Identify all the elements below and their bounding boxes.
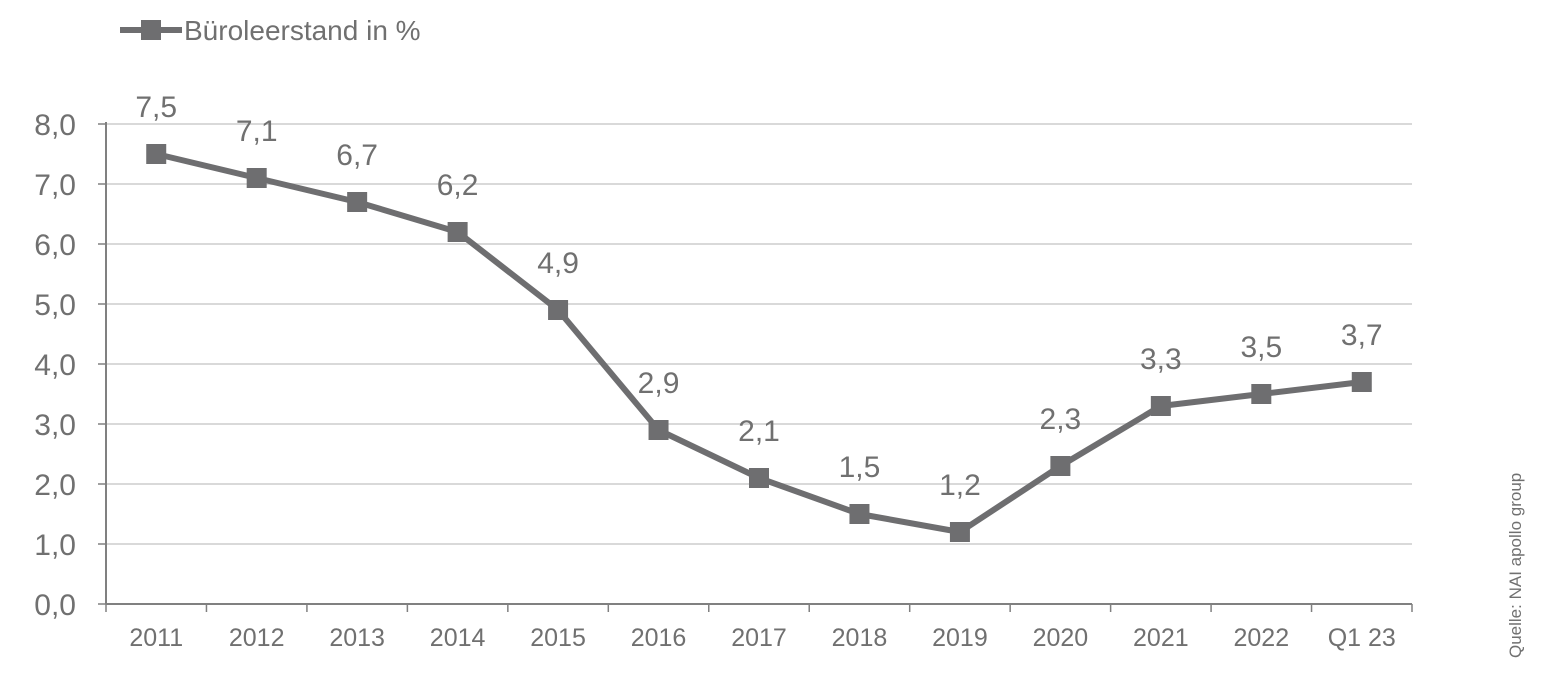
x-tick-label-2022: 2022 bbox=[1233, 624, 1289, 652]
x-tick-label-2014: 2014 bbox=[430, 624, 486, 652]
data-label-2019: 1,2 bbox=[939, 469, 981, 502]
legend: Büroleerstand in % bbox=[120, 15, 421, 46]
data-point-q1-23 bbox=[1351, 372, 1372, 392]
data-point-2012 bbox=[246, 168, 267, 188]
source-note: Quelle: NAI apollo group bbox=[1506, 473, 1525, 658]
y-tick-label-7-0: 7,0 bbox=[34, 169, 76, 202]
x-tick-label-2011: 2011 bbox=[129, 624, 183, 652]
y-tick-label-3-0: 3,0 bbox=[34, 409, 76, 442]
x-tick-label-2018: 2018 bbox=[832, 624, 888, 652]
x-tick-label-q1-23: Q1 23 bbox=[1328, 624, 1396, 652]
data-point-2013 bbox=[347, 192, 368, 212]
x-tick-label-2016: 2016 bbox=[631, 624, 687, 652]
y-tick-label-8-0: 8,0 bbox=[34, 109, 76, 142]
data-label-2016: 2,9 bbox=[638, 367, 680, 400]
data-label-2018: 1,5 bbox=[839, 451, 881, 484]
data-label-2022: 3,5 bbox=[1240, 331, 1282, 364]
x-axis: 2011 2012 2013 2014 2015 2016 2017 2018 2019 2020… bbox=[105, 603, 1413, 652]
data-label-2020: 2,3 bbox=[1040, 403, 1082, 436]
x-tick-label-2019: 2019 bbox=[932, 624, 988, 652]
x-tick-label-2021: 2021 bbox=[1133, 624, 1189, 652]
data-point-2011 bbox=[146, 144, 167, 164]
y-tick-label-6-0: 6,0 bbox=[34, 229, 76, 262]
data-label-2011: 7,5 bbox=[135, 91, 177, 124]
x-tick-label-2012: 2012 bbox=[229, 624, 285, 652]
data-label-2013: 6,7 bbox=[336, 139, 378, 172]
y-axis: 0,0 1,0 2,0 3,0 4,0 5,0 6,0 7,0 8,0 bbox=[34, 109, 107, 622]
legend-label: Büroleerstand in % bbox=[184, 15, 421, 46]
x-tick-label-2020: 2020 bbox=[1033, 624, 1089, 652]
data-label-2021: 3,3 bbox=[1140, 343, 1182, 376]
data-point-2020 bbox=[1050, 456, 1071, 476]
x-tick-label-2013: 2013 bbox=[329, 624, 385, 652]
data-point-2014 bbox=[447, 222, 468, 242]
y-tick-label-2-0: 2,0 bbox=[34, 469, 76, 502]
y-tick-label-4-0: 4,0 bbox=[34, 349, 76, 382]
y-tick-label-5-0: 5,0 bbox=[34, 289, 76, 322]
y-tick-label-1-0: 1,0 bbox=[34, 529, 76, 562]
data-point-2016 bbox=[648, 420, 669, 440]
data-label-q1-23: 3,7 bbox=[1341, 319, 1383, 352]
data-point-2022 bbox=[1251, 384, 1272, 404]
data-point-2018 bbox=[849, 504, 870, 524]
x-tick-label-2017: 2017 bbox=[731, 624, 787, 652]
data-label-2017: 2,1 bbox=[738, 415, 780, 448]
gridlines bbox=[106, 123, 1412, 545]
data-point-2015 bbox=[548, 300, 569, 320]
data-point-2017 bbox=[749, 468, 769, 488]
series-bueroleerstand bbox=[146, 144, 1372, 542]
y-tick-label-0-0: 0,0 bbox=[34, 589, 76, 622]
data-point-2021 bbox=[1150, 396, 1171, 416]
x-tick-label-2015: 2015 bbox=[530, 624, 586, 652]
data-label-2015: 4,9 bbox=[537, 247, 579, 280]
data-label-2014: 6,2 bbox=[437, 169, 479, 202]
data-label-2012: 7,1 bbox=[236, 115, 278, 148]
data-point-2019 bbox=[949, 522, 970, 542]
data-labels: 7,5 7,1 6,7 6,2 4,9 2,9 2,1 1,5 1,2 2,3 3,3 3,5 3,7 bbox=[135, 91, 1382, 502]
legend-square-marker bbox=[141, 20, 161, 40]
